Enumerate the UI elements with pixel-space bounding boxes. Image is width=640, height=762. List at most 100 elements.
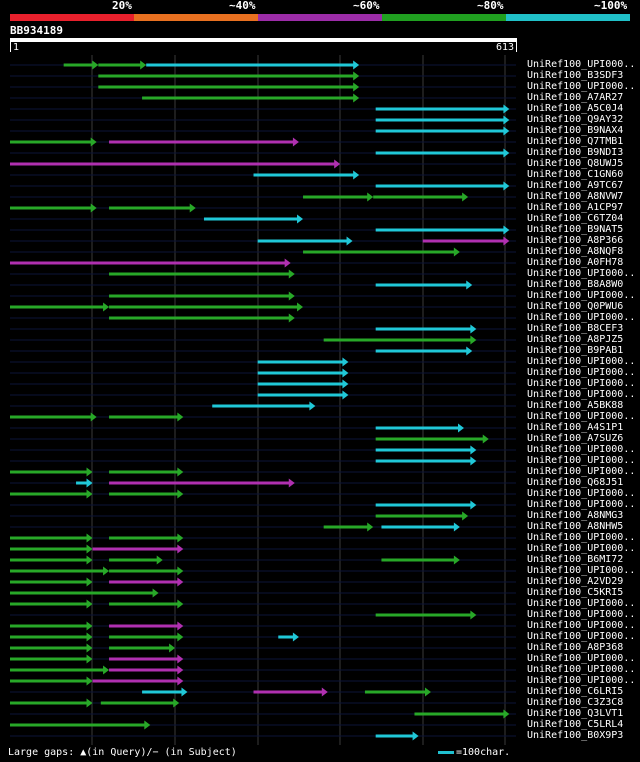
hit-label[interactable]: UniRef100_B9NDI3 — [527, 147, 624, 158]
hit-label[interactable]: UniRef100_Q7TMB1 — [527, 136, 624, 147]
hit-segment[interactable] — [109, 415, 180, 419]
hit-segment[interactable] — [10, 723, 147, 727]
hit-label[interactable]: UniRef100_C5LRL4 — [527, 719, 624, 730]
hit-label[interactable]: UniRef100_UPI000.. — [527, 367, 636, 378]
hit-segment[interactable] — [375, 448, 473, 452]
hit-segment[interactable] — [109, 206, 192, 210]
hit-segment[interactable] — [375, 107, 506, 111]
hit-label[interactable]: UniRef100_A5C0J4 — [527, 103, 624, 114]
hit-segment[interactable] — [375, 228, 506, 232]
hit-segment[interactable] — [109, 657, 180, 661]
hit-label[interactable]: UniRef100_A8NQF8 — [527, 246, 624, 257]
hit-label[interactable]: UniRef100_Q3LVT1 — [527, 708, 624, 719]
hit-segment[interactable] — [10, 657, 89, 661]
hit-label[interactable]: UniRef100_UPI000.. — [527, 356, 636, 367]
hit-label[interactable]: UniRef100_A7SUZ6 — [527, 433, 624, 444]
hit-segment[interactable] — [373, 195, 465, 199]
hit-segment[interactable] — [10, 679, 89, 683]
hit-segment[interactable] — [10, 536, 89, 540]
hit-segment[interactable] — [10, 624, 89, 628]
hit-segment[interactable] — [109, 646, 172, 650]
hit-label[interactable]: UniRef100_A7AR27 — [527, 92, 624, 103]
hit-segment[interactable] — [375, 327, 473, 331]
hit-label[interactable]: UniRef100_A9TC67 — [527, 180, 624, 191]
hit-segment[interactable] — [109, 140, 295, 144]
hit-label[interactable]: UniRef100_UPI000.. — [527, 565, 636, 576]
hit-segment[interactable] — [98, 74, 356, 78]
hit-label[interactable]: UniRef100_B8A8W0 — [527, 279, 624, 290]
hit-segment[interactable] — [109, 624, 180, 628]
hit-segment[interactable] — [10, 569, 106, 573]
hit-label[interactable]: UniRef100_Q8UWJ5 — [527, 158, 624, 169]
hit-label[interactable]: UniRef100_UPI000.. — [527, 312, 636, 323]
hit-label[interactable]: UniRef100_C1GN60 — [527, 169, 624, 180]
hit-label[interactable]: UniRef100_UPI000.. — [527, 543, 636, 554]
hit-label[interactable]: UniRef100_Q68J51 — [527, 477, 624, 488]
hit-label[interactable]: UniRef100_B0X9P3 — [527, 730, 624, 741]
hit-segment[interactable] — [10, 558, 89, 562]
hit-segment[interactable] — [381, 558, 456, 562]
hit-label[interactable]: UniRef100_UPI000.. — [527, 378, 636, 389]
hit-label[interactable]: UniRef100_UPI000.. — [527, 455, 636, 466]
hit-segment[interactable] — [109, 602, 180, 606]
hit-segment[interactable] — [142, 96, 356, 100]
hit-segment[interactable] — [92, 547, 180, 551]
hit-label[interactable]: UniRef100_B9PAB1 — [527, 345, 624, 356]
hit-label[interactable]: UniRef100_A8P366 — [527, 235, 624, 246]
hit-segment[interactable] — [10, 668, 106, 672]
hit-segment[interactable] — [109, 305, 300, 309]
hit-label[interactable]: UniRef100_UPI000.. — [527, 411, 636, 422]
hit-segment[interactable] — [109, 668, 180, 672]
hit-segment[interactable] — [203, 217, 300, 221]
hit-label[interactable]: UniRef100_UPI000.. — [527, 81, 636, 92]
hit-segment[interactable] — [109, 470, 180, 474]
hit-segment[interactable] — [381, 525, 456, 529]
hit-label[interactable]: UniRef100_C5KRI5 — [527, 587, 624, 598]
hit-label[interactable]: UniRef100_Q9AY32 — [527, 114, 624, 125]
hit-segment[interactable] — [10, 646, 89, 650]
hit-label[interactable]: UniRef100_A8P368 — [527, 642, 624, 653]
hit-segment[interactable] — [375, 151, 506, 155]
hit-segment[interactable] — [375, 118, 506, 122]
hit-segment[interactable] — [10, 591, 155, 595]
hit-label[interactable]: UniRef100_A1CP97 — [527, 202, 624, 213]
hit-segment[interactable] — [10, 701, 89, 705]
hit-segment[interactable] — [63, 63, 95, 67]
hit-segment[interactable] — [10, 305, 106, 309]
hit-label[interactable]: UniRef100_A0FH78 — [527, 257, 624, 268]
hit-label[interactable]: UniRef100_B8CEF3 — [527, 323, 624, 334]
hit-label[interactable]: UniRef100_UPI000.. — [527, 598, 636, 609]
hit-label[interactable]: UniRef100_A5BK88 — [527, 400, 624, 411]
hit-label[interactable]: UniRef100_UPI000.. — [527, 466, 636, 477]
hit-segment[interactable] — [375, 184, 506, 188]
hit-segment[interactable] — [375, 514, 465, 518]
hit-segment[interactable] — [375, 503, 473, 507]
hit-label[interactable]: UniRef100_C6TZ04 — [527, 213, 624, 224]
hit-label[interactable]: UniRef100_C3Z3C8 — [527, 697, 624, 708]
hit-label[interactable]: UniRef100_UPI000.. — [527, 664, 636, 675]
hit-segment[interactable] — [422, 239, 506, 243]
hit-label[interactable]: UniRef100_UPI000.. — [527, 488, 636, 499]
hit-segment[interactable] — [92, 679, 180, 683]
hit-label[interactable]: UniRef100_A8NVW7 — [527, 191, 624, 202]
hit-segment[interactable] — [10, 602, 89, 606]
hit-segment[interactable] — [10, 580, 89, 584]
hit-segment[interactable] — [257, 382, 345, 386]
hit-label[interactable]: UniRef100_UPI000.. — [527, 59, 636, 70]
hit-label[interactable]: UniRef100_UPI000.. — [527, 653, 636, 664]
hit-segment[interactable] — [10, 492, 89, 496]
hit-label[interactable]: UniRef100_A8NMG3 — [527, 510, 624, 521]
hit-label[interactable]: UniRef100_UPI000.. — [527, 609, 636, 620]
hit-segment[interactable] — [303, 195, 370, 199]
hit-label[interactable]: UniRef100_B6MI72 — [527, 554, 624, 565]
hit-segment[interactable] — [10, 547, 89, 551]
hit-label[interactable]: UniRef100_UPI000.. — [527, 499, 636, 510]
hit-segment[interactable] — [364, 690, 427, 694]
hit-segment[interactable] — [109, 580, 180, 584]
hit-segment[interactable] — [212, 404, 312, 408]
hit-label[interactable]: UniRef100_UPI000.. — [527, 675, 636, 686]
hit-segment[interactable] — [109, 272, 291, 276]
hit-segment[interactable] — [375, 426, 460, 430]
hit-segment[interactable] — [109, 536, 180, 540]
hit-label[interactable]: UniRef100_UPI000.. — [527, 290, 636, 301]
